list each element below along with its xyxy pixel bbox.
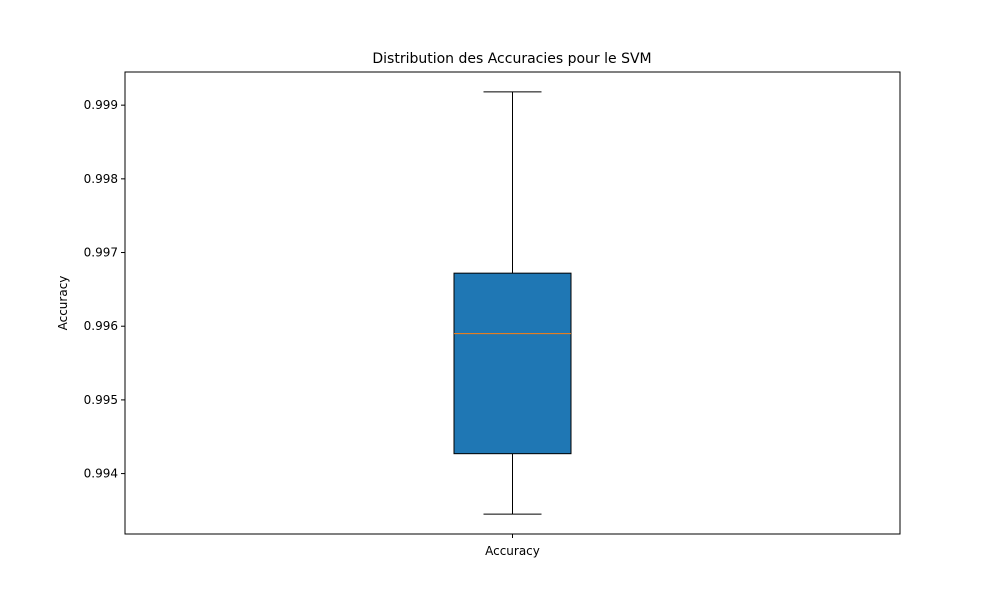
chart-title: Distribution des Accuracies pour le SVM xyxy=(372,51,651,67)
y-axis-label: Accuracy xyxy=(56,276,70,331)
y-tick-label: 0.998 xyxy=(84,172,118,186)
y-tick-label: 0.997 xyxy=(84,246,118,260)
plot-area: 0.994 0.995 0.996 0.997 0.998 0.999 Accuracy xyxy=(84,91,572,558)
y-tick-label: 0.995 xyxy=(84,393,118,407)
x-tick-label: Accuracy xyxy=(485,544,540,558)
y-tick-label: 0.994 xyxy=(84,467,118,481)
y-tick-label: 0.996 xyxy=(84,319,118,333)
y-tick-label: 0.999 xyxy=(84,98,118,112)
box-iqr xyxy=(453,272,572,455)
axes-frame xyxy=(124,71,901,535)
